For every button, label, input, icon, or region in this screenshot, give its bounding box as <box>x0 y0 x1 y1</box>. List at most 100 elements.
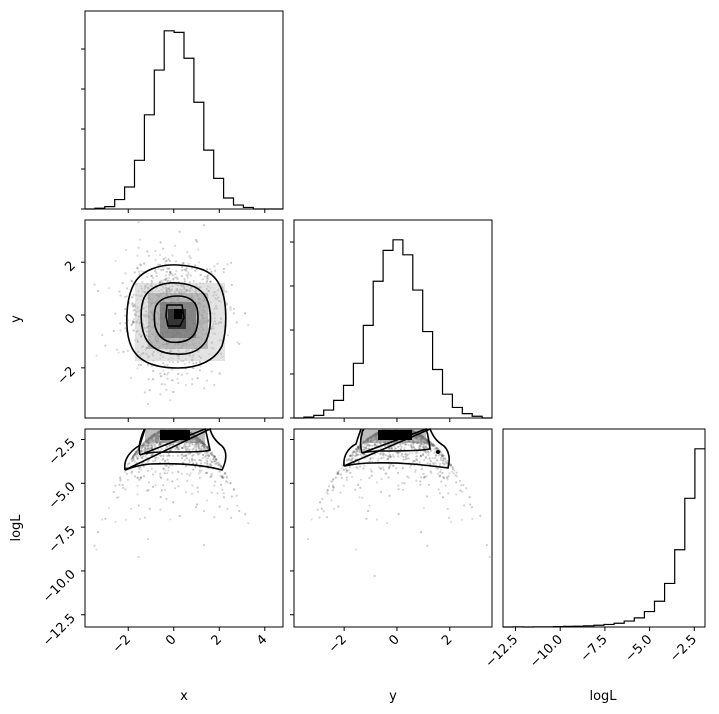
scatter-point <box>140 456 144 460</box>
scatter-point <box>165 497 168 501</box>
scatter-point <box>101 518 104 521</box>
scatter-point <box>150 444 153 447</box>
scatter-point <box>449 464 452 467</box>
scatter-point <box>366 509 370 513</box>
scatter-point <box>178 444 181 448</box>
scatter-point <box>397 455 400 458</box>
scatter-point <box>158 443 161 446</box>
scatter-point <box>139 478 142 481</box>
scatter-point <box>199 274 202 277</box>
scatter-point <box>430 443 434 446</box>
tick-label-left-logL: −5.0 <box>46 480 79 513</box>
scatter-point <box>388 464 392 468</box>
scatter-point <box>204 444 207 447</box>
scatter-point <box>350 458 354 462</box>
scatter-point <box>415 455 418 458</box>
scatter-point <box>125 295 128 298</box>
scatter-point <box>164 460 167 463</box>
tick-label-left-logL: −7.5 <box>46 523 79 556</box>
scatter-point <box>407 476 410 479</box>
scatter-point <box>358 446 361 449</box>
scatter-point <box>145 448 149 451</box>
scatter-point <box>165 464 168 467</box>
scatter-point <box>334 476 337 479</box>
scatter-point <box>406 457 409 460</box>
scatter-point <box>189 257 192 260</box>
scatter-point <box>432 462 435 465</box>
scatter-point <box>413 447 416 451</box>
scatter-point <box>158 263 162 266</box>
scatter-point <box>180 373 183 376</box>
scatter-point <box>205 277 209 280</box>
scatter-point <box>132 454 135 457</box>
scatter-point <box>352 450 355 453</box>
scatter-point <box>135 450 138 453</box>
scatter-point <box>199 459 203 462</box>
scatter-point <box>124 321 127 325</box>
scatter-point <box>425 438 428 441</box>
scatter-point <box>431 461 434 465</box>
scatter-point <box>448 516 451 519</box>
contour-xl-inner <box>138 427 211 456</box>
scatter-point <box>192 367 195 370</box>
scatter-point <box>132 329 135 332</box>
scatter-point <box>130 280 134 283</box>
scatter-point <box>170 448 173 451</box>
scatter-point <box>336 472 339 475</box>
scatter-point <box>104 517 107 520</box>
scatter-point <box>198 447 201 450</box>
scatter-point <box>204 455 207 458</box>
scatter-point <box>171 360 175 364</box>
scatter-point <box>188 448 191 451</box>
scatter-point <box>205 379 208 382</box>
scatter-point <box>160 279 163 282</box>
scatter-point <box>192 458 195 462</box>
scatter-point <box>419 480 422 483</box>
scatter-point <box>388 447 391 450</box>
scatter-point <box>389 455 392 458</box>
scatter-point <box>203 446 207 449</box>
scatter-point <box>197 445 200 449</box>
scatter-point <box>326 488 329 491</box>
scatter-point <box>184 465 187 468</box>
scatter-point <box>143 449 146 452</box>
scatter-point <box>138 517 142 520</box>
scatter-point <box>135 450 138 454</box>
scatter-point <box>463 504 466 507</box>
scatter-point <box>159 241 162 244</box>
scatter-point <box>439 468 443 472</box>
scatter-point <box>131 303 134 306</box>
scatter-point <box>351 454 354 457</box>
scatter-point <box>433 444 436 447</box>
scatter-point <box>150 279 153 283</box>
scatter-point <box>352 450 355 453</box>
scatter-point <box>397 451 400 454</box>
scatter-point <box>436 447 439 451</box>
scatter-point <box>471 517 474 520</box>
scatter-point <box>133 453 136 456</box>
scatter-point <box>191 377 194 381</box>
scatter-point <box>143 447 147 450</box>
scatter-point <box>205 445 208 448</box>
scatter-point <box>162 454 165 457</box>
scatter-point <box>367 444 370 447</box>
scatter-point <box>210 451 214 454</box>
scatter-point <box>142 465 145 468</box>
scatter-point <box>162 467 165 470</box>
scatter-point <box>397 445 400 449</box>
scatter-point <box>418 460 421 463</box>
scatter-point <box>380 477 383 481</box>
scatter-point <box>205 458 208 461</box>
scatter-point <box>219 464 222 467</box>
scatter-point <box>163 488 167 491</box>
scatter-point <box>384 445 387 448</box>
scatter-point <box>224 471 227 475</box>
scatter-point <box>171 464 174 467</box>
scatter-point <box>142 445 145 449</box>
scatter-point <box>399 443 402 446</box>
scatter-point <box>406 475 409 478</box>
scatter-point <box>449 463 452 466</box>
scatter-point <box>154 456 157 460</box>
scatter-point <box>166 373 169 376</box>
scatter-point <box>137 221 140 224</box>
